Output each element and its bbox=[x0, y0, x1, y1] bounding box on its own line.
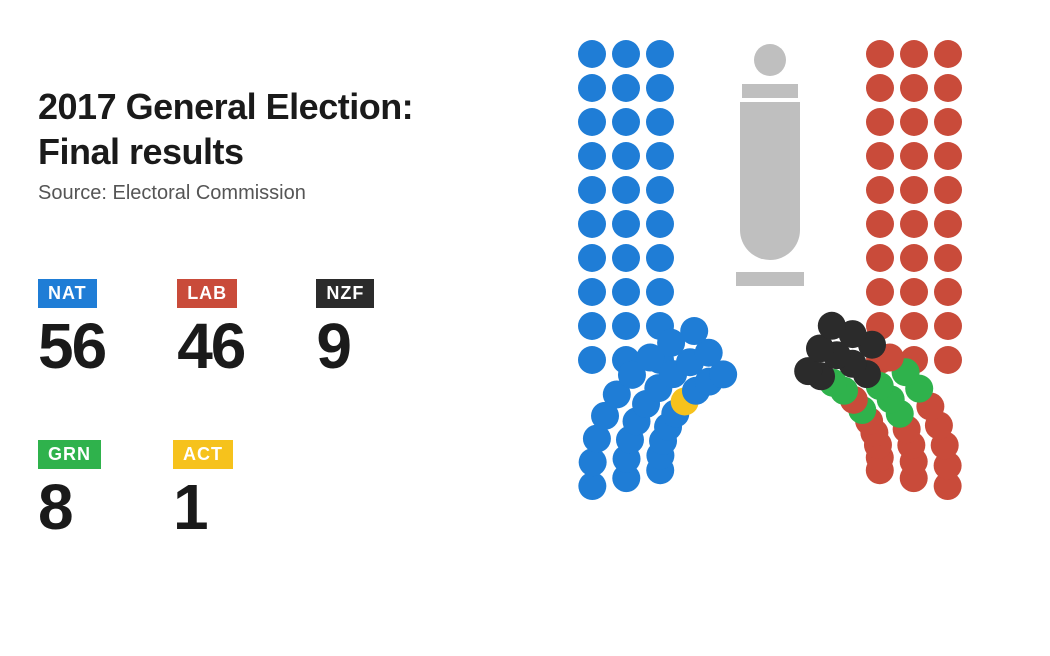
seat-dot bbox=[900, 312, 928, 340]
seat-dot bbox=[866, 176, 894, 204]
seat-dot bbox=[578, 244, 606, 272]
party-nzf: NZF 9 bbox=[316, 279, 374, 378]
party-badge-grn: GRN bbox=[38, 440, 101, 469]
left-panel: 2017 General Election: Final results Sou… bbox=[38, 84, 478, 539]
seat-dot bbox=[866, 142, 894, 170]
seat-dot bbox=[866, 244, 894, 272]
seat-dot bbox=[612, 108, 640, 136]
election-infographic: 2017 General Election: Final results Sou… bbox=[0, 0, 1050, 656]
seat-dot bbox=[612, 312, 640, 340]
seat-dot bbox=[900, 176, 928, 204]
party-grn: GRN 8 bbox=[38, 440, 101, 539]
seat-dot bbox=[612, 176, 640, 204]
speaker-dot-icon bbox=[754, 44, 786, 76]
party-badge-nat: NAT bbox=[38, 279, 97, 308]
seat-dot bbox=[934, 278, 962, 306]
parliament-chamber-chart bbox=[500, 30, 1040, 630]
seat-dot bbox=[646, 278, 674, 306]
party-seats-act: 1 bbox=[173, 475, 207, 539]
party-act: ACT 1 bbox=[173, 440, 233, 539]
seat-dot bbox=[680, 317, 708, 345]
seat-dot bbox=[578, 472, 606, 500]
seat-dot bbox=[900, 108, 928, 136]
party-seats-nzf: 9 bbox=[316, 314, 350, 378]
seat-dot bbox=[646, 176, 674, 204]
seat-dot bbox=[612, 74, 640, 102]
party-legend: NAT 56 LAB 46 NZF 9 GRN 8 ACT 1 bbox=[38, 279, 478, 539]
seat-dot bbox=[900, 40, 928, 68]
party-badge-lab: LAB bbox=[177, 279, 237, 308]
seat-dot bbox=[612, 278, 640, 306]
seat-dot bbox=[900, 278, 928, 306]
seat-dot bbox=[612, 142, 640, 170]
seat-dot bbox=[866, 74, 894, 102]
party-badge-nzf: NZF bbox=[316, 279, 374, 308]
seat-dot bbox=[934, 40, 962, 68]
seat-dot bbox=[578, 40, 606, 68]
party-seats-grn: 8 bbox=[38, 475, 72, 539]
seat-dot bbox=[866, 40, 894, 68]
party-nat: NAT 56 bbox=[38, 279, 105, 378]
seat-dot bbox=[934, 210, 962, 238]
seat-dot bbox=[578, 142, 606, 170]
title-line-2: Final results bbox=[38, 131, 244, 172]
source-label: Source: Electoral Commission bbox=[38, 182, 478, 205]
seat-dot bbox=[818, 312, 846, 340]
seat-dot bbox=[866, 108, 894, 136]
seat-dot bbox=[646, 108, 674, 136]
seat-dot bbox=[934, 244, 962, 272]
seat-dot bbox=[612, 40, 640, 68]
seat-dot bbox=[934, 346, 962, 374]
seat-dot bbox=[578, 278, 606, 306]
seat-dot bbox=[934, 312, 962, 340]
seat-dot bbox=[646, 40, 674, 68]
seat-dot bbox=[578, 346, 606, 374]
seat-dot bbox=[934, 142, 962, 170]
party-seats-nat: 56 bbox=[38, 314, 105, 378]
seat-dot bbox=[646, 244, 674, 272]
seat-dot bbox=[900, 142, 928, 170]
seat-dot bbox=[646, 74, 674, 102]
party-badge-act: ACT bbox=[173, 440, 233, 469]
title: 2017 General Election: Final results bbox=[38, 84, 478, 174]
seat-dot bbox=[900, 210, 928, 238]
seat-dot bbox=[900, 244, 928, 272]
seat-dot bbox=[578, 210, 606, 238]
seat-dot bbox=[934, 74, 962, 102]
seat-dot bbox=[579, 448, 607, 476]
seat-dot bbox=[578, 74, 606, 102]
seat-dot bbox=[934, 108, 962, 136]
seat-dot bbox=[934, 176, 962, 204]
seat-dot bbox=[612, 244, 640, 272]
seat-dot bbox=[612, 210, 640, 238]
seat-dot bbox=[646, 210, 674, 238]
seat-dot bbox=[646, 142, 674, 170]
seat-dot bbox=[578, 312, 606, 340]
seat-dot bbox=[900, 74, 928, 102]
seat-dot bbox=[866, 278, 894, 306]
title-line-1: 2017 General Election: bbox=[38, 86, 413, 127]
seat-dot bbox=[578, 176, 606, 204]
party-seats-lab: 46 bbox=[177, 314, 244, 378]
seat-dot bbox=[578, 108, 606, 136]
party-lab: LAB 46 bbox=[177, 279, 244, 378]
seat-dot bbox=[866, 210, 894, 238]
